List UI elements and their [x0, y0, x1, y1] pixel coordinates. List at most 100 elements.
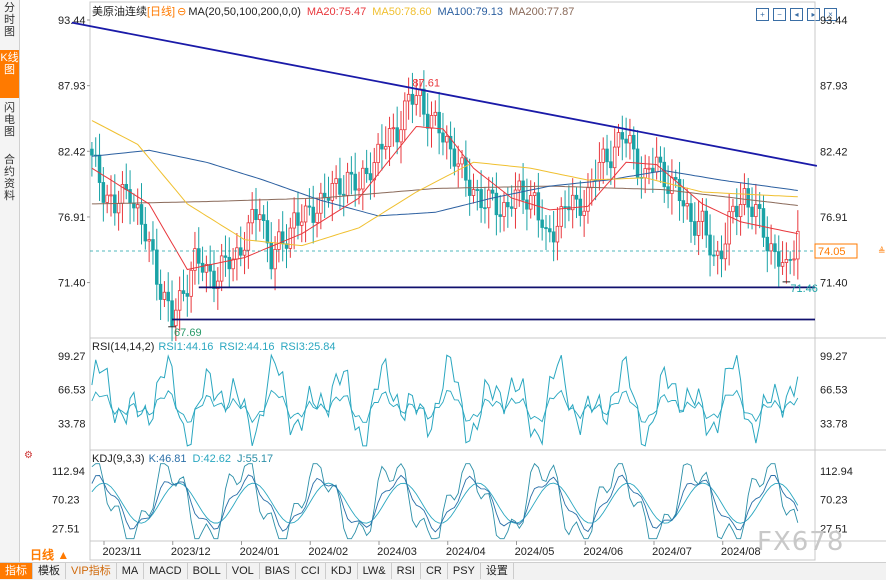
- candle-body[interactable]: [135, 204, 140, 209]
- candle-body[interactable]: [681, 200, 686, 207]
- candle-body[interactable]: [387, 128, 392, 148]
- candle-body[interactable]: [277, 231, 281, 250]
- candle-body[interactable]: [311, 206, 315, 223]
- candle-body[interactable]: [227, 256, 232, 270]
- candle-body[interactable]: [307, 205, 312, 208]
- candle-body[interactable]: [151, 239, 155, 251]
- candle-body[interactable]: [441, 132, 445, 143]
- candle-body[interactable]: [303, 205, 308, 223]
- candle-body[interactable]: [193, 248, 197, 271]
- candle-body[interactable]: [425, 113, 430, 129]
- candle-body[interactable]: [330, 183, 335, 201]
- candle-body[interactable]: [238, 247, 243, 256]
- candle-body[interactable]: [559, 206, 563, 227]
- candle-body[interactable]: [250, 208, 254, 224]
- candle-body[interactable]: [757, 204, 762, 209]
- tab-boll[interactable]: BOLL: [188, 563, 227, 579]
- candle-body[interactable]: [582, 210, 586, 216]
- candle-body[interactable]: [414, 95, 418, 105]
- candle-body[interactable]: [105, 194, 109, 203]
- candle-body[interactable]: [601, 148, 605, 163]
- candle-body[interactable]: [353, 173, 357, 191]
- candle-body[interactable]: [677, 178, 682, 202]
- candle-body[interactable]: [689, 203, 693, 222]
- candle-body[interactable]: [139, 204, 144, 225]
- candle-body[interactable]: [177, 290, 182, 311]
- candle-body[interactable]: [132, 202, 136, 209]
- candle-body[interactable]: [109, 194, 113, 197]
- candle-body[interactable]: [364, 167, 369, 175]
- candle-body[interactable]: [563, 206, 567, 209]
- candle-body[interactable]: [261, 214, 266, 221]
- candle-body[interactable]: [620, 132, 625, 140]
- candle-body[interactable]: [719, 250, 724, 260]
- candle-body[interactable]: [548, 228, 552, 233]
- candle-body[interactable]: [540, 219, 544, 228]
- candle-body[interactable]: [212, 270, 216, 290]
- candle-body[interactable]: [147, 239, 151, 242]
- candle-body[interactable]: [551, 231, 556, 243]
- move-left-icon[interactable]: ◂: [790, 8, 803, 21]
- candle-body[interactable]: [616, 132, 621, 148]
- candle-body[interactable]: [345, 171, 350, 196]
- candle-body[interactable]: [445, 135, 449, 143]
- candle-body[interactable]: [422, 88, 426, 115]
- tab-vip-indicators[interactable]: VIP指标: [66, 563, 117, 579]
- candle-body[interactable]: [479, 189, 483, 209]
- candle-body[interactable]: [796, 230, 800, 260]
- tab-k-line[interactable]: K线图: [0, 50, 19, 98]
- kdj-settings-icon[interactable]: ⚙: [24, 450, 33, 461]
- candle-body[interactable]: [383, 146, 388, 150]
- tab-cci[interactable]: CCI: [296, 563, 326, 579]
- candle-body[interactable]: [651, 167, 655, 173]
- tab-rsi[interactable]: RSI: [392, 563, 421, 579]
- candle-body[interactable]: [380, 143, 384, 150]
- candle-body[interactable]: [216, 280, 220, 290]
- candle-body[interactable]: [773, 243, 777, 253]
- candle-body[interactable]: [490, 189, 495, 194]
- tab-ma[interactable]: MA: [117, 563, 145, 579]
- candle-body[interactable]: [647, 167, 651, 170]
- tab-contract-info[interactable]: 合约资料: [4, 154, 15, 202]
- candle-body[interactable]: [788, 259, 792, 261]
- resistance-trendline[interactable]: [71, 21, 818, 167]
- candle-body[interactable]: [586, 187, 590, 212]
- candle-body[interactable]: [509, 206, 514, 209]
- tab-time-sharing[interactable]: 分时图: [4, 2, 15, 38]
- candle-body[interactable]: [319, 192, 323, 214]
- candle-body[interactable]: [624, 138, 628, 144]
- candle-body[interactable]: [300, 221, 304, 226]
- candle-body[interactable]: [90, 148, 94, 156]
- candle-body[interactable]: [746, 188, 750, 208]
- candle-body[interactable]: [502, 202, 506, 217]
- candle-body[interactable]: [632, 134, 636, 150]
- tab-cr[interactable]: CR: [421, 563, 448, 579]
- candle-body[interactable]: [101, 182, 106, 203]
- candle-body[interactable]: [590, 179, 594, 189]
- candle-body[interactable]: [597, 162, 602, 182]
- candle-body[interactable]: [544, 227, 548, 230]
- candle-body[interactable]: [231, 258, 235, 270]
- candle-body[interactable]: [662, 161, 667, 188]
- candle-body[interactable]: [368, 173, 373, 181]
- tab-lw[interactable]: LW&: [358, 563, 392, 579]
- candle-body[interactable]: [715, 250, 720, 256]
- candle-body[interactable]: [612, 146, 617, 169]
- candle-body[interactable]: [464, 157, 468, 181]
- tab-bias[interactable]: BIAS: [260, 563, 296, 579]
- candle-body[interactable]: [532, 192, 537, 196]
- settings-gear-icon[interactable]: ⊖: [177, 6, 187, 18]
- candle-body[interactable]: [696, 220, 701, 236]
- tab-vol[interactable]: VOL: [227, 563, 260, 579]
- candle-body[interactable]: [406, 93, 411, 102]
- candle-body[interactable]: [525, 199, 529, 210]
- candle-body[interactable]: [700, 210, 705, 222]
- candle-body[interactable]: [517, 180, 522, 191]
- candle-body[interactable]: [170, 300, 174, 327]
- candle-body[interactable]: [361, 167, 365, 190]
- candle-body[interactable]: [506, 202, 510, 208]
- tab-templates[interactable]: 模板: [33, 563, 66, 579]
- reset-icon[interactable]: ×: [824, 8, 837, 21]
- candle-body[interactable]: [498, 214, 502, 217]
- candle-body[interactable]: [456, 163, 460, 167]
